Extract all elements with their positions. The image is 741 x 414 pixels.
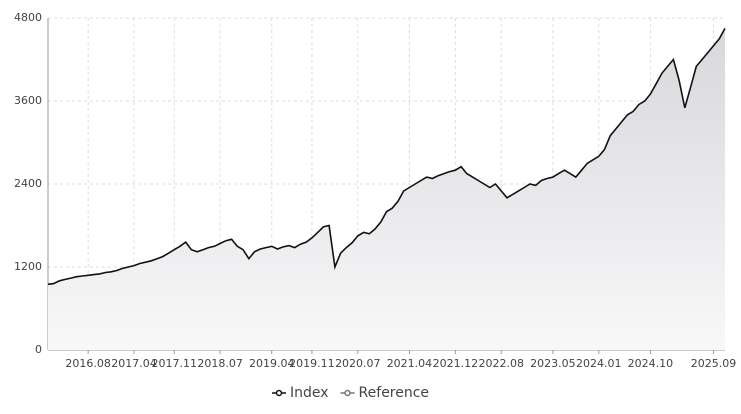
x-tick-label: 2022.08 <box>478 357 524 370</box>
series-line <box>47 28 726 286</box>
x-tick-label: 2017.11 <box>151 357 197 370</box>
y-tick-label: 4800 <box>14 11 42 24</box>
y-tick-label: 3600 <box>14 94 42 107</box>
x-tick-label: 2024.10 <box>628 357 674 370</box>
x-tick-label: 2017.04 <box>111 357 157 370</box>
legend-label: Reference <box>359 385 430 401</box>
y-tick-label: 0 <box>35 343 42 356</box>
x-tick-label: 2023.05 <box>530 357 576 370</box>
legend-marker <box>275 389 283 397</box>
x-tick-label: 2021.12 <box>433 357 479 370</box>
x-tick-label: 2024.01 <box>576 357 622 370</box>
x-tick-label: 2021.04 <box>387 357 433 370</box>
legend-label: Index <box>290 385 329 401</box>
x-tick-label: 2018.07 <box>197 357 243 370</box>
x-tick-label: 2025.09 <box>691 357 737 370</box>
legend-marker <box>344 389 351 397</box>
y-tick-label: 1200 <box>14 260 42 273</box>
x-tick-label: 2016.08 <box>65 357 111 370</box>
x-tick-label: 2019.11 <box>289 357 335 370</box>
area <box>48 28 725 351</box>
x-tick-label: 2020.07 <box>335 357 381 370</box>
y-tick-label: 2400 <box>14 177 42 190</box>
x-tick-label: 2019.04 <box>249 357 295 370</box>
